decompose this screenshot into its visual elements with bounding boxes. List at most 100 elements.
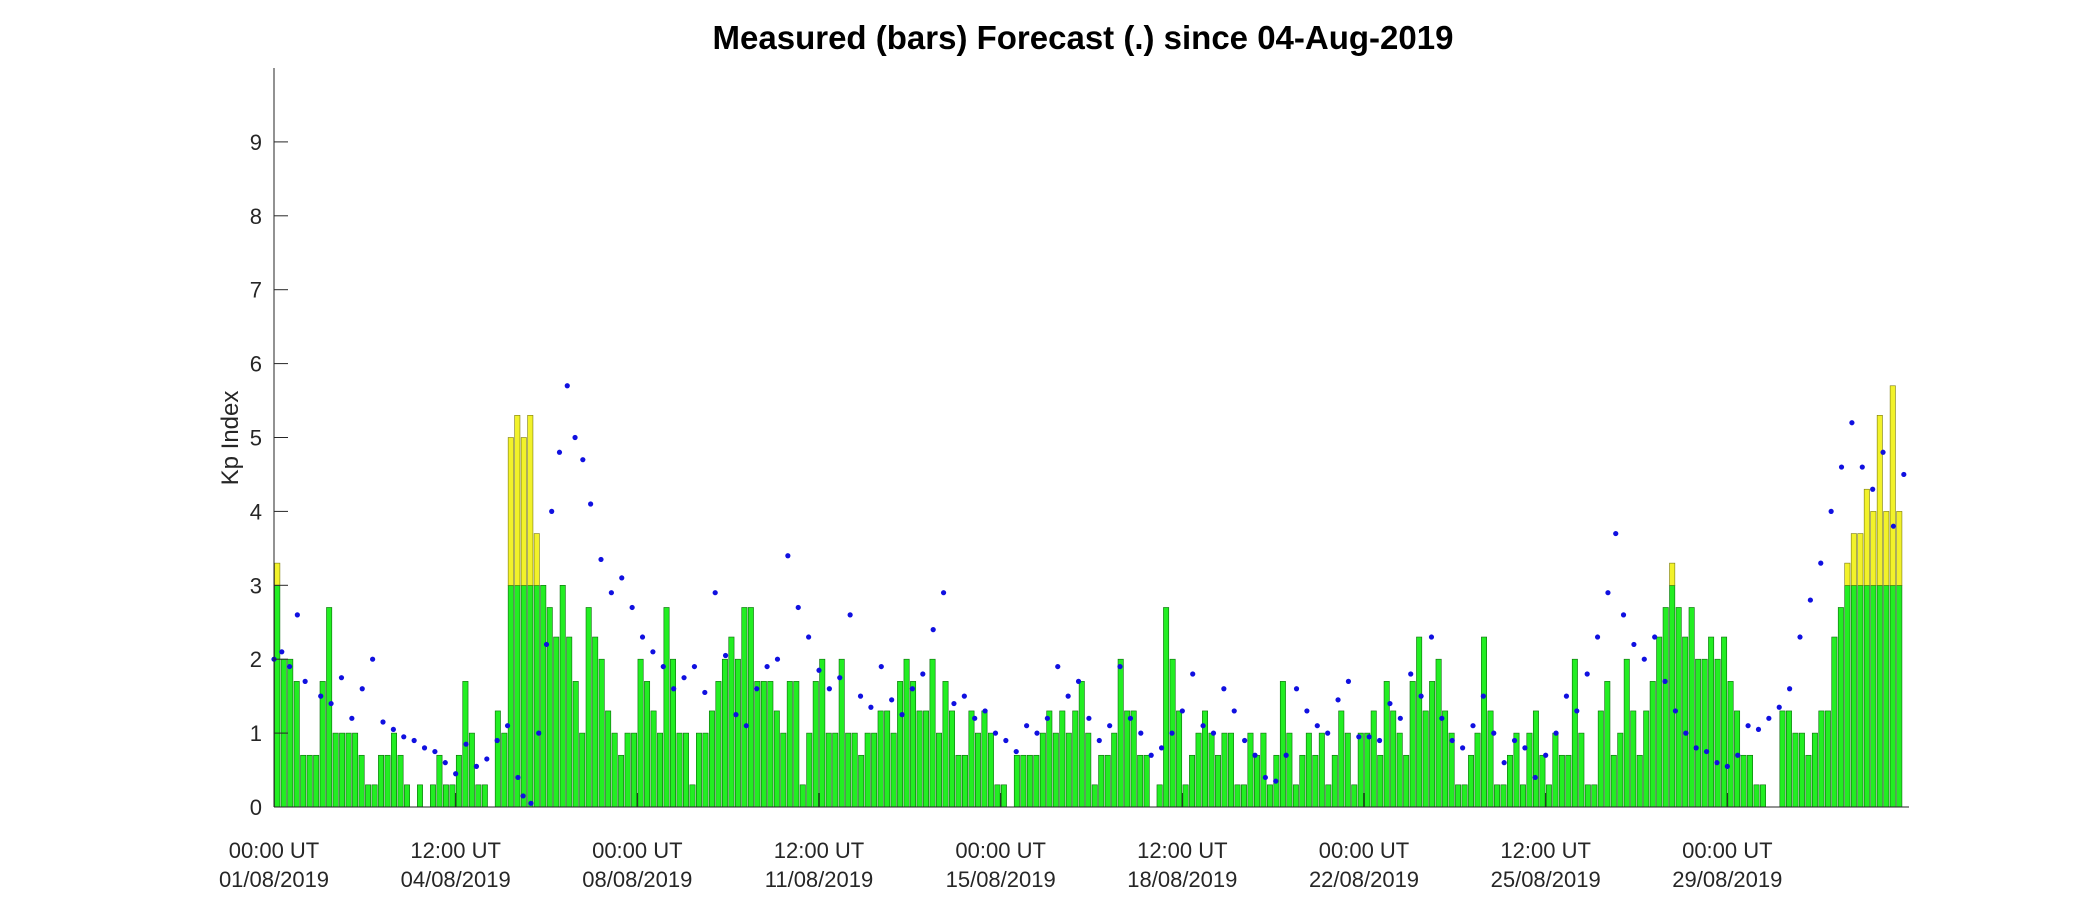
x-tick-label-date: 11/08/2019	[765, 867, 873, 892]
forecast-point	[1158, 745, 1165, 751]
forecast-point	[1870, 486, 1876, 492]
measured-bar	[1039, 732, 1046, 808]
forecast-point	[1735, 752, 1741, 758]
y-tick-label: 7	[250, 278, 262, 303]
measured-bar-storm	[1896, 511, 1903, 586]
x-tick-label-time: 12:00 UT	[1500, 838, 1591, 863]
measured-bar	[974, 732, 981, 808]
measured-bar-storm	[1844, 562, 1851, 586]
forecast-point	[494, 737, 500, 744]
measured-bar	[864, 732, 871, 808]
measured-bar	[1234, 784, 1241, 808]
measured-bar-storm	[527, 415, 534, 586]
measured-bar	[644, 681, 651, 808]
measured-bar	[871, 732, 878, 808]
measured-bar	[1571, 658, 1578, 808]
forecast-point	[1418, 693, 1424, 699]
measured-bar	[637, 658, 644, 808]
forecast-point	[1356, 734, 1362, 740]
measured-bar	[514, 584, 521, 808]
forecast-point	[1766, 715, 1772, 721]
measured-bar	[981, 710, 988, 808]
measured-bar	[1474, 732, 1481, 808]
measured-bar	[352, 732, 359, 808]
measured-bar	[897, 681, 904, 808]
x-tick-label-time: 00:00 UT	[1682, 838, 1773, 863]
measured-bar	[1805, 754, 1812, 808]
forecast-point	[650, 649, 656, 655]
measured-bar	[683, 732, 689, 808]
forecast-point	[764, 663, 770, 670]
measured-bar	[1208, 732, 1215, 808]
measured-bar	[559, 584, 566, 808]
forecast-point	[691, 663, 698, 670]
forecast-point	[961, 693, 967, 699]
forecast-point	[1724, 763, 1730, 769]
measured-bar	[1701, 658, 1708, 808]
forecast-point	[857, 693, 864, 699]
measured-bar	[475, 784, 482, 808]
measured-bar-storm	[1870, 511, 1877, 586]
measured-bar	[1461, 784, 1468, 808]
forecast-point	[909, 686, 916, 692]
measured-bar	[1779, 710, 1786, 808]
forecast-point	[785, 553, 791, 559]
measured-bar	[494, 710, 501, 808]
measured-bar	[936, 732, 942, 808]
measured-bar	[1124, 710, 1131, 808]
x-tick-label-time: 12:00 UT	[410, 838, 501, 863]
y-tick-label: 2	[250, 647, 262, 672]
measured-bar	[1545, 784, 1552, 808]
forecast-point	[1460, 745, 1466, 751]
measured-bar	[760, 681, 767, 808]
measured-bar	[845, 732, 852, 808]
measured-bar	[728, 636, 735, 808]
forecast-point	[629, 604, 635, 611]
forecast-point	[1283, 752, 1289, 758]
measured-bar	[1176, 710, 1183, 808]
measured-bar	[1532, 710, 1539, 808]
forecast-point	[660, 663, 666, 670]
measured-bar	[1513, 732, 1520, 808]
measured-bar	[287, 658, 294, 808]
forecast-point	[598, 556, 604, 563]
measured-bar	[1182, 784, 1189, 808]
measured-bar	[1682, 636, 1689, 808]
forecast-point	[847, 612, 853, 618]
forecast-point	[940, 590, 947, 596]
forecast-point	[1252, 752, 1258, 758]
measured-bar	[773, 710, 780, 808]
forecast-point	[1210, 730, 1217, 736]
measured-bar	[858, 754, 865, 808]
measured-bar	[1247, 732, 1254, 808]
forecast-point	[608, 590, 614, 596]
forecast-point	[754, 686, 760, 692]
x-tick-label-time: 00:00 UT	[229, 838, 320, 863]
forecast-point	[1605, 590, 1611, 596]
measured-bar	[371, 784, 378, 808]
measured-bar	[663, 607, 670, 808]
forecast-point	[543, 641, 550, 648]
forecast-point	[1901, 471, 1907, 478]
measured-bar	[1046, 710, 1053, 808]
forecast-point	[1439, 715, 1445, 721]
y-tick-label: 3	[250, 573, 262, 598]
measured-bar	[1442, 710, 1449, 808]
measured-bar	[1370, 710, 1377, 808]
forecast-point	[1013, 748, 1019, 755]
forecast-point	[1345, 678, 1352, 684]
measured-bar	[968, 710, 975, 808]
forecast-point	[294, 612, 300, 618]
measured-bar	[715, 681, 722, 808]
measured-bar	[657, 732, 664, 808]
measured-bar	[540, 584, 547, 808]
forecast-point	[1714, 760, 1720, 766]
measured-bar	[1104, 754, 1111, 808]
y-tick-label: 8	[250, 204, 262, 229]
measured-bar	[1065, 732, 1072, 808]
measured-bar	[501, 732, 508, 808]
measured-bar	[1656, 636, 1663, 808]
forecast-point	[1190, 671, 1196, 677]
forecast-point	[1024, 723, 1030, 729]
measured-bar	[825, 732, 832, 808]
